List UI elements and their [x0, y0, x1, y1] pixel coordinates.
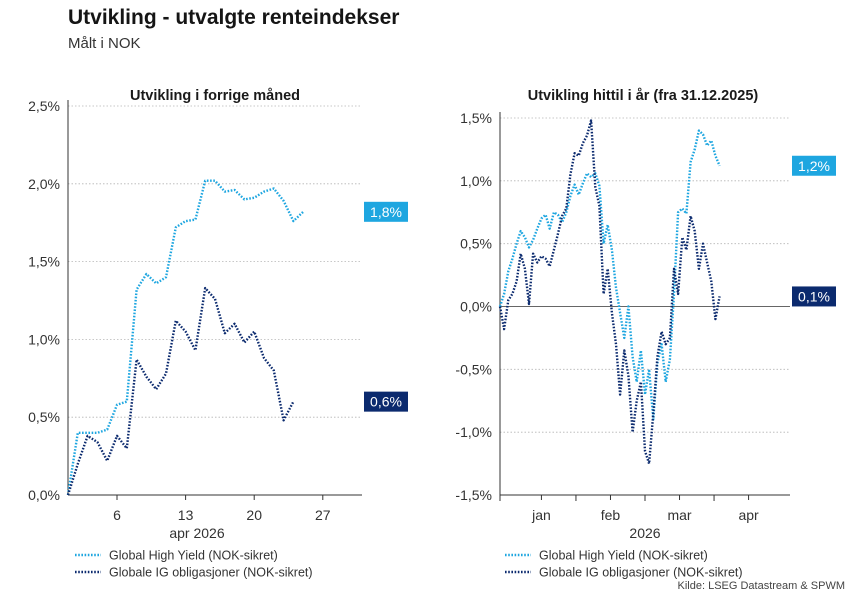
y-tick-label: 2,0%: [28, 176, 60, 192]
end-label-box-high-yield: [364, 201, 408, 222]
y-tick-label: 1,5%: [460, 110, 492, 126]
legend-label-ig: Globale IG obligasjoner (NOK-sikret): [109, 566, 313, 580]
x-tick-label: 27: [315, 507, 331, 523]
series-line-high-yield: [498, 129, 721, 421]
y-tick-label: 0,5%: [28, 409, 60, 425]
legend-label-high-yield: Global High Yield (NOK-sikret): [539, 549, 708, 563]
x-axis-label: 2026: [629, 525, 660, 541]
y-tick-label: 0,0%: [28, 487, 60, 503]
page-title: Utvikling - utvalgte renteindekser: [68, 6, 400, 29]
end-label-ig: 0,1%: [798, 288, 830, 304]
end-label-box-high-yield: [792, 155, 836, 176]
x-tick-label: 20: [246, 507, 262, 523]
x-tick-label: feb: [601, 507, 621, 523]
series-line-ig: [498, 119, 721, 465]
x-tick-label: apr: [738, 507, 759, 523]
end-label-high-yield: 1,8%: [370, 204, 402, 220]
y-tick-label: 1,0%: [460, 173, 492, 189]
y-tick-label: -0,5%: [455, 361, 492, 377]
end-label-box-ig: [364, 391, 408, 412]
page-subtitle: Målt i NOK: [68, 35, 141, 52]
y-tick-label: 0,0%: [460, 299, 492, 315]
chart-title: Utvikling hittil i år (fra 31.12.2025): [528, 88, 759, 104]
x-tick-label: jan: [531, 507, 551, 523]
x-axis-label: apr 2026: [169, 525, 224, 541]
legend-label-high-yield: Global High Yield (NOK-sikret): [109, 549, 278, 563]
y-tick-label: 1,0%: [28, 331, 60, 347]
y-tick-label: -1,0%: [455, 424, 492, 440]
x-tick-label: mar: [667, 507, 691, 523]
y-tick-label: 1,5%: [28, 254, 60, 270]
y-tick-label: 0,5%: [460, 236, 492, 252]
y-tick-label: 2,5%: [28, 98, 60, 114]
end-label-ig: 0,6%: [370, 394, 402, 410]
series-line-high-yield: [66, 179, 305, 496]
x-tick-label: 13: [178, 507, 194, 523]
chart-title: Utvikling i forrige måned: [130, 88, 300, 104]
x-tick-label: 6: [113, 507, 121, 523]
legend-label-ig: Globale IG obligasjoner (NOK-sikret): [539, 566, 743, 580]
y-tick-label: -1,5%: [455, 487, 492, 503]
series-line-ig: [66, 286, 295, 496]
source-note: Kilde: LSEG Datastream & SPWM: [677, 580, 846, 592]
end-label-high-yield: 1,2%: [798, 158, 830, 174]
end-label-box-ig: [792, 286, 836, 307]
